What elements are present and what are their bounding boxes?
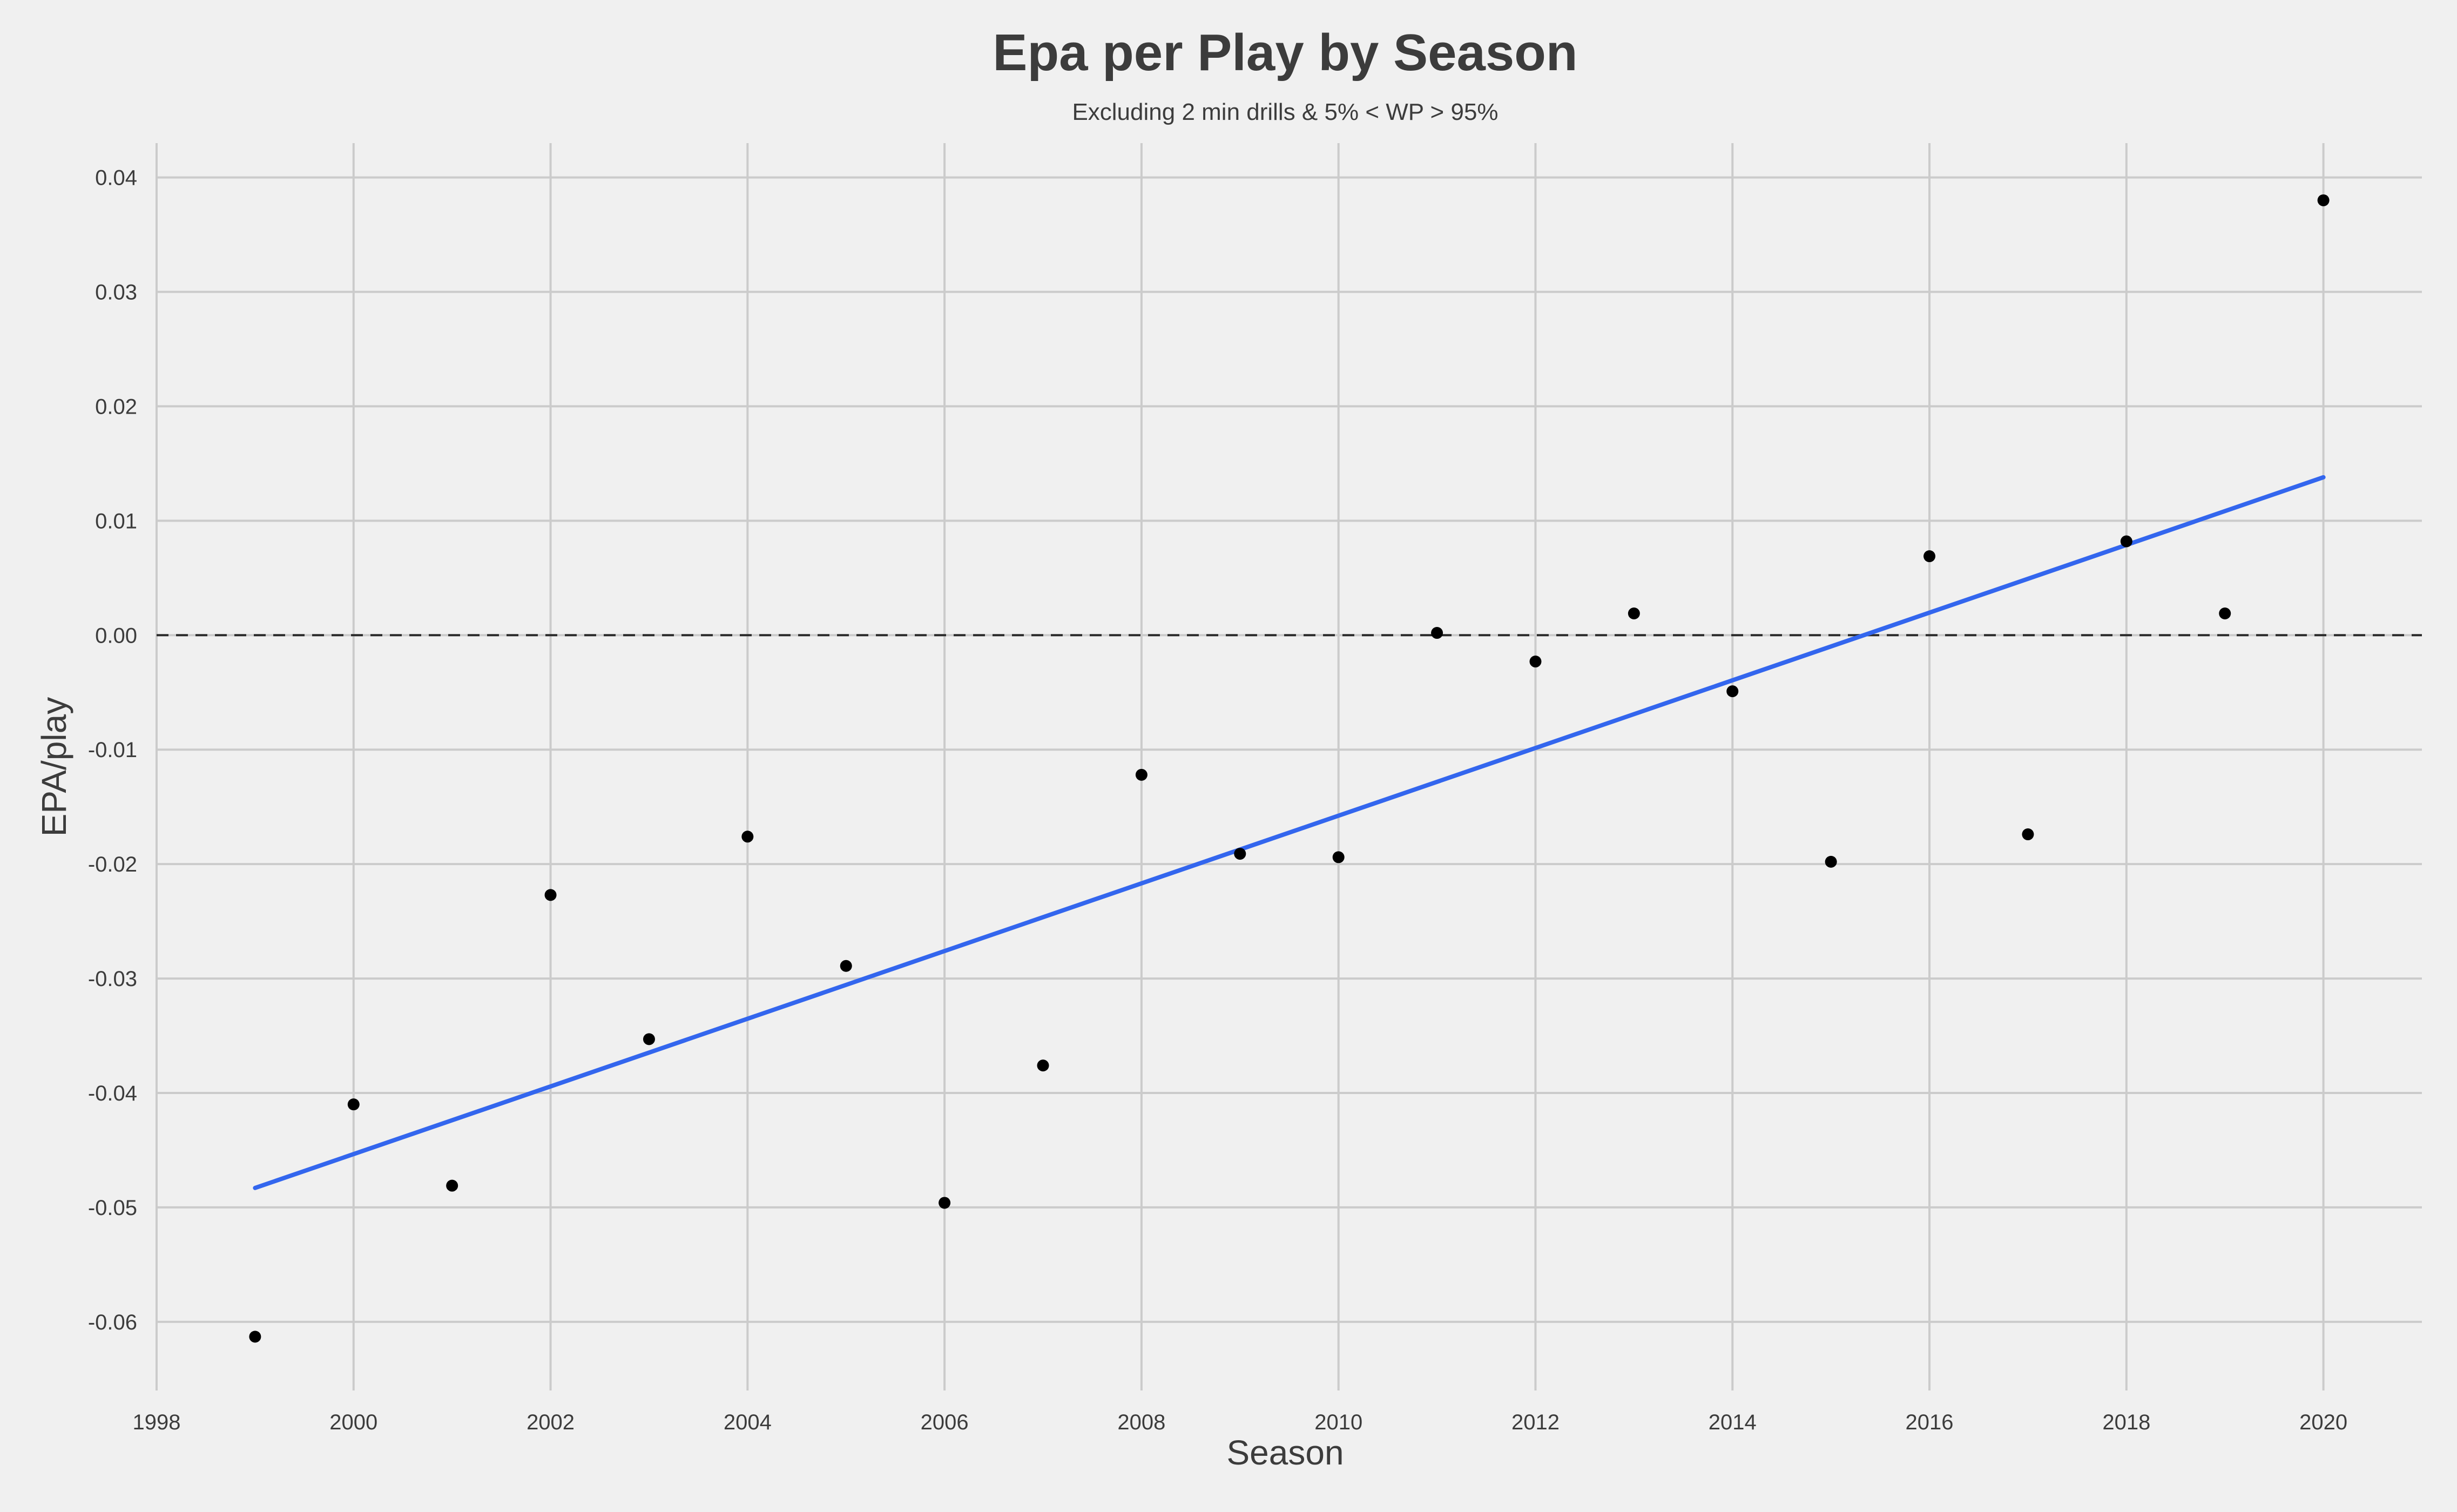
data-point [1529, 656, 1542, 668]
data-point [1234, 848, 1246, 860]
x-tick-label: 2020 [2299, 1410, 2347, 1434]
y-tick-label: -0.01 [88, 738, 137, 762]
y-tick-label: 0.02 [95, 395, 137, 418]
data-point [840, 960, 852, 972]
y-tick-label: -0.02 [88, 853, 137, 876]
data-point [1923, 550, 1936, 563]
data-point [2022, 828, 2034, 841]
data-point [1825, 855, 1837, 868]
x-tick-label: 2006 [921, 1410, 969, 1434]
y-tick-label: -0.04 [88, 1082, 137, 1105]
data-point [1431, 627, 1443, 639]
x-tick-label: 2010 [1314, 1410, 1362, 1434]
y-tick-label: 0.04 [95, 166, 137, 190]
chart-subtitle: Excluding 2 min drills & 5% < WP > 95% [1072, 99, 1498, 125]
data-point [1037, 1059, 1049, 1072]
data-point [939, 1197, 951, 1209]
y-tick-label: 0.00 [95, 624, 137, 647]
data-point [1726, 685, 1739, 698]
x-tick-label: 2004 [724, 1410, 772, 1434]
data-point [446, 1179, 458, 1192]
tick-layer: 1998 2000 2002 2004 2006 2008 2010 2012 2014 2016… [88, 166, 2347, 1434]
data-point [2120, 535, 2132, 548]
x-tick-label: 2016 [1906, 1410, 1954, 1434]
chart-title: Epa per Play by Season [993, 24, 1577, 82]
x-tick-label: 2012 [1511, 1410, 1560, 1434]
y-axis-title: EPA/play [35, 697, 73, 837]
data-point [2219, 608, 2231, 620]
x-tick-label: 2000 [329, 1410, 377, 1434]
x-tick-label: 2018 [2102, 1410, 2150, 1434]
data-point [643, 1033, 655, 1045]
y-tick-label: 0.03 [95, 281, 137, 305]
x-tick-label: 2002 [526, 1410, 575, 1434]
point-layer [249, 194, 2330, 1343]
data-point [2317, 194, 2330, 206]
y-tick-label: -0.05 [88, 1196, 137, 1220]
x-tick-label: 2008 [1117, 1410, 1165, 1434]
y-tick-label: -0.03 [88, 967, 137, 991]
x-tick-label: 1998 [133, 1410, 181, 1434]
x-axis-title: Season [1226, 1433, 1344, 1472]
data-point [1332, 851, 1345, 863]
y-tick-label: -0.06 [88, 1311, 137, 1334]
data-point [347, 1098, 360, 1111]
x-tick-label: 2014 [1709, 1410, 1757, 1434]
trend-line [253, 475, 2326, 1190]
trend-layer [253, 475, 2326, 1190]
grid-layer [156, 143, 2422, 1390]
y-tick-label: 0.01 [95, 509, 137, 533]
data-point [1628, 608, 1640, 620]
data-point [741, 831, 754, 843]
data-point [249, 1331, 261, 1343]
data-point [1135, 768, 1148, 781]
data-point [544, 889, 557, 901]
